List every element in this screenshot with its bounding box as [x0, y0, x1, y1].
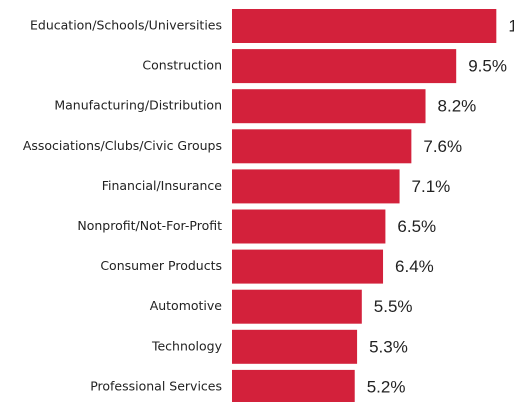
value-label: 9.5%	[468, 57, 507, 76]
bar	[232, 9, 497, 43]
value-label: 11.2%	[508, 16, 514, 35]
value-label: 7.1%	[412, 177, 451, 196]
category-label: Financial/Insurance	[102, 178, 223, 193]
value-label: 5.3%	[369, 337, 408, 356]
category-label: Technology	[151, 338, 223, 353]
bar	[232, 369, 355, 402]
bar	[232, 129, 412, 164]
bar	[232, 89, 426, 124]
value-label: 6.4%	[395, 257, 434, 276]
bar	[232, 209, 386, 244]
value-label: 6.5%	[397, 217, 436, 236]
category-label: Construction	[142, 58, 222, 73]
category-label: Associations/Clubs/Civic Groups	[23, 138, 222, 153]
bar	[232, 49, 457, 84]
value-label: 7.6%	[423, 137, 462, 156]
category-label: Education/Schools/Universities	[30, 18, 222, 33]
category-label: Consumer Products	[100, 258, 222, 273]
bar	[232, 289, 362, 324]
category-label: Nonprofit/Not-For-Profit	[77, 218, 222, 233]
category-label: Professional Services	[90, 378, 222, 393]
bar	[232, 249, 384, 284]
bar	[232, 329, 358, 364]
value-label: 5.5%	[374, 297, 413, 316]
bar	[232, 169, 400, 204]
category-label: Automotive	[150, 298, 223, 313]
value-label: 8.2%	[438, 97, 477, 116]
category-label: Manufacturing/Distribution	[54, 98, 222, 113]
value-label: 5.2%	[367, 377, 406, 396]
